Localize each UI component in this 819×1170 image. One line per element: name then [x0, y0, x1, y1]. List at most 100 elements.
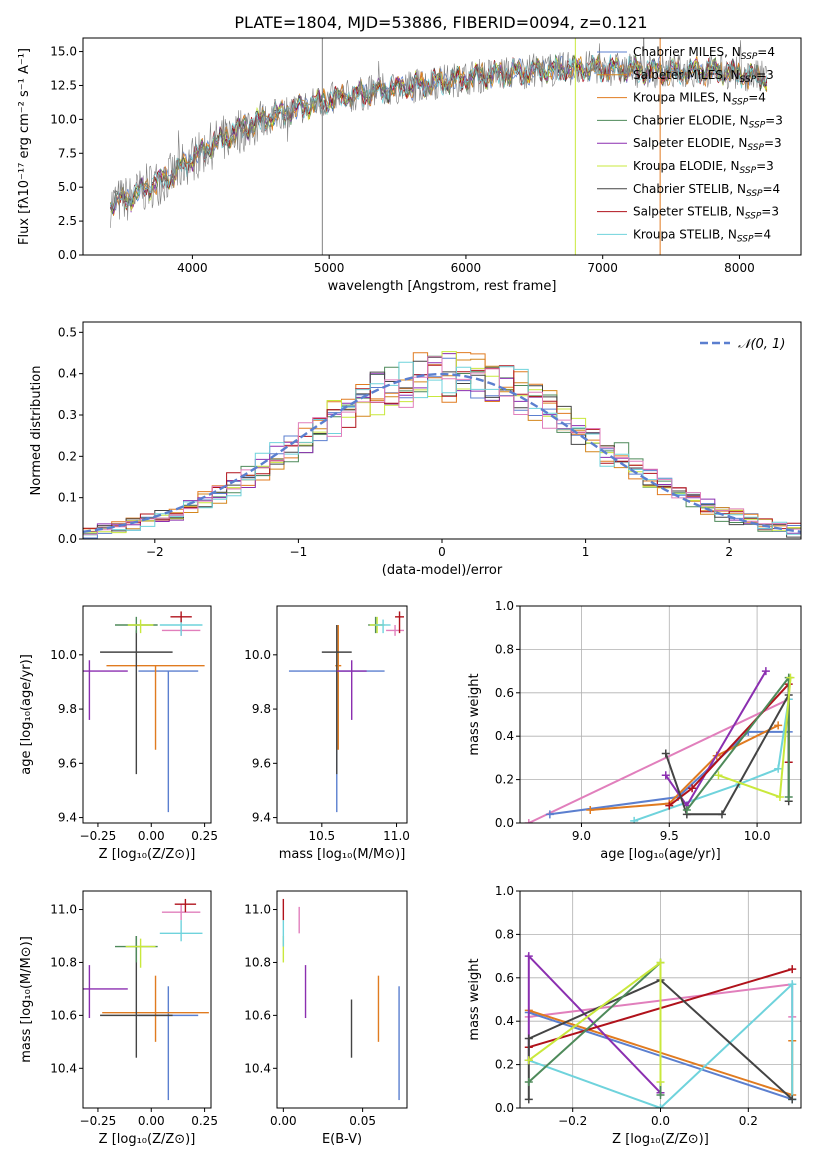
legend-entry: Chabrier ELODIE, NSSP=3	[633, 113, 783, 130]
y-axis-label: mass weight	[467, 673, 482, 755]
y-tick-label: 10.8	[244, 955, 271, 969]
y-tick-label: 10.4	[50, 1061, 77, 1075]
x-tick-label: 2	[725, 545, 733, 559]
y-tick-label: 10.6	[50, 1008, 77, 1022]
y-tick-label: 0.4	[58, 367, 77, 381]
plot-area	[524, 952, 797, 1108]
age-vs-mass-panel: 10.5 11.0 9.4 9.6 9.8 10.0 mass [log₁₀(M/M⊙)]	[244, 605, 410, 862]
normal-distribution-curve	[83, 372, 801, 533]
x-axis-label: (data-model)/error	[382, 563, 503, 578]
x-tick-label: 10.5	[308, 829, 335, 843]
y-tick-label: 10.6	[244, 1008, 271, 1022]
weight-marker	[788, 965, 797, 974]
y-tick-label: 1.0	[495, 884, 514, 898]
x-tick-label: −0.25	[80, 1114, 117, 1128]
y-axis-label: age [log₁₀(age/yr)]	[19, 654, 34, 775]
axes-frame	[276, 605, 408, 824]
legend-entry: Kroupa ELODIE, NSSP=3	[633, 159, 774, 176]
plot-area	[282, 898, 400, 1101]
weight-marker	[630, 816, 639, 823]
legend-entry: Chabrier STELIB, NSSP=4	[633, 182, 780, 199]
mass-vs-metallicity-panel: −0.25 0.00 0.25 10.4 10.6 10.8 11.0 Z [log₁₀(Z/…	[19, 890, 218, 1147]
weight-marker	[586, 805, 595, 814]
x-tick-label: 0.0	[651, 1114, 670, 1128]
y-tick-label: 0.6	[495, 971, 514, 985]
weight-line	[528, 981, 794, 1108]
x-tick-label: −2	[146, 545, 164, 559]
x-tick-label: 9.0	[572, 829, 591, 843]
y-tick-label: 15.0	[50, 45, 77, 59]
weight-line	[686, 674, 790, 811]
spectrum-panel: 4000 5000 6000 7000 8000 0.0 2.5 5.0 7.5 10.0 12.5…	[17, 37, 802, 294]
weight-marker	[688, 784, 697, 793]
x-tick-label: 10.0	[744, 829, 771, 843]
figure-title: PLATE=1804, MJD=53886, FIBERID=0094, z=0…	[234, 13, 647, 32]
axes-frame	[82, 890, 212, 1109]
weight-marker	[656, 1104, 665, 1108]
weight-marker	[656, 958, 665, 967]
weight-marker	[656, 1090, 665, 1099]
weight-marker	[661, 749, 670, 758]
x-tick-label: 0.25	[191, 829, 218, 843]
x-tick-label: −0.2	[558, 1114, 587, 1128]
x-axis-label: E(B-V)	[322, 1132, 362, 1147]
weight-marker	[786, 673, 795, 682]
legend-entry: 𝒩(0, 1)	[738, 337, 785, 352]
y-tick-label: 10.0	[50, 648, 77, 662]
weight-line	[590, 724, 779, 811]
y-tick-label: 0.1	[58, 491, 77, 505]
x-tick-label: 0.2	[739, 1114, 758, 1128]
weight-marker	[524, 1034, 533, 1043]
y-tick-label: 10.0	[244, 648, 271, 662]
axes-frame	[82, 605, 212, 824]
y-tick-label: 0.4	[495, 729, 514, 743]
y-tick-label: 5.0	[58, 180, 77, 194]
x-tick-label: 0.00	[270, 1114, 297, 1128]
y-tick-label: 9.4	[58, 811, 77, 825]
y-tick-label: 0.6	[495, 686, 514, 700]
y-tick-label: 0.2	[495, 773, 514, 787]
y-tick-label: 0.3	[58, 408, 77, 422]
weight-line	[664, 691, 790, 816]
weight-marker	[774, 721, 783, 730]
weight-marker	[545, 810, 554, 819]
legend-entry: Salpeter MILES, NSSP=3	[633, 68, 774, 85]
plot-area	[83, 898, 209, 1101]
y-tick-label: 9.4	[252, 811, 271, 825]
y-tick-label: 0.2	[495, 1058, 514, 1072]
y-tick-label: 9.6	[58, 756, 77, 770]
x-axis-label: Z [log₁₀(Z/Z⊙)]	[99, 1132, 196, 1147]
axes-frame	[519, 605, 802, 824]
weight-marker	[775, 792, 784, 801]
y-tick-label: 0.2	[58, 449, 77, 463]
weight-marker	[788, 980, 797, 989]
legend-entry: Salpeter ELODIE, NSSP=3	[633, 136, 782, 153]
weight-marker	[656, 1077, 665, 1086]
residual-histogram-step	[83, 361, 801, 536]
x-tick-label: 4000	[177, 261, 208, 275]
age-vs-metallicity-panel: −0.25 0.00 0.25 9.4 9.6 9.8 10.0 Z [log₁₀(Z/Z⊙)…	[19, 605, 218, 862]
x-tick-label: 8000	[724, 261, 755, 275]
x-axis-label: Z [log₁₀(Z/Z⊙)]	[612, 1132, 709, 1147]
weight-marker	[524, 1095, 533, 1104]
y-tick-label: 9.8	[252, 702, 271, 716]
plot-area	[288, 611, 405, 813]
residual-histogram-step	[83, 356, 801, 535]
y-tick-label: 0.0	[58, 248, 77, 262]
y-axis-label: mass [log₁₀(M/M⊙)]	[19, 936, 34, 1063]
y-tick-label: 0.4	[495, 1014, 514, 1028]
weight-marker	[524, 1077, 533, 1086]
weight-marker	[761, 667, 770, 676]
weight-marker	[661, 771, 670, 780]
y-tick-label: 0.0	[58, 532, 77, 546]
x-tick-label: −1	[290, 545, 308, 559]
y-tick-label: 9.8	[58, 702, 77, 716]
axes-frame	[276, 890, 408, 1109]
weight-marker	[524, 1056, 533, 1065]
weight-line	[528, 698, 790, 823]
weight-marker	[524, 819, 533, 823]
x-tick-label: 9.5	[660, 829, 679, 843]
legend-entry: Salpeter STELIB, NSSP=3	[633, 205, 779, 222]
weight-marker	[717, 810, 726, 819]
